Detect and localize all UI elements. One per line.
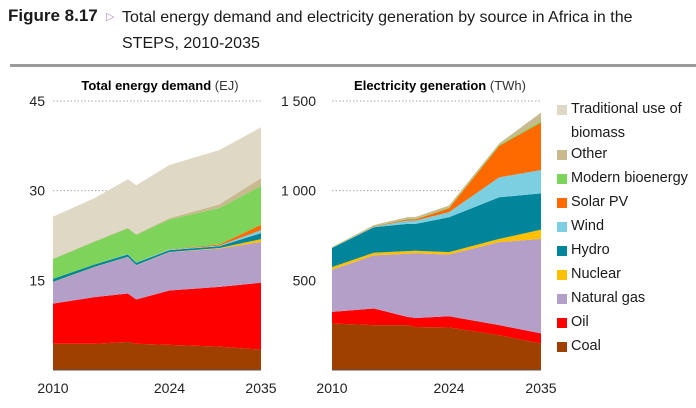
legend-swatch [557,174,567,184]
chart-unit: (TWh) [490,78,526,93]
legend-swatch [557,222,567,232]
x-tick-label: 2010 [37,380,68,396]
figure-label: Figure 8.17 [8,6,98,25]
x-tick-label: 2024 [154,380,185,396]
legend-swatch [557,246,567,256]
x-tick-label: 2035 [245,380,276,396]
legend-item: Hydro [557,241,696,265]
legend-label: Modern bioenergy [571,170,688,186]
legend-label: Coal [571,338,601,354]
legend-item: Other [557,145,696,169]
y-tick-label: 1 000 [281,183,316,199]
legend-label: Nuclear [571,266,621,282]
legend-item: Oil [557,313,696,337]
legend-item: Coal [557,337,696,361]
area-natural-gas [332,238,541,334]
chart-panel-0: Total energy demand (EJ) 15 30 45 2010 2024 20… [29,78,276,396]
legend-item: Modern bioenergy [557,169,696,193]
area-hydro [332,193,541,268]
y-tick-label: 15 [29,272,45,288]
area-modern-bioenergy [53,185,261,279]
legend-label: Solar PV [571,194,629,210]
legend-label: Oil [571,314,589,330]
x-tick-label: 2035 [525,380,556,396]
y-tick-label: 1 500 [281,93,316,109]
y-tick-label: 45 [29,93,45,109]
chart-title: Electricity generation (TWh) [354,78,526,93]
chart-title: Total energy demand (EJ) [81,78,238,93]
legend-swatch [557,198,567,208]
legend-label: Wind [571,218,605,234]
legend-item: Solar PV [557,193,696,217]
legend-item: Traditional use of biomass [557,97,696,145]
legend-swatch [557,318,567,328]
area-oil [332,308,541,344]
area-solar-pv [332,122,541,249]
legend-swatch [557,342,567,352]
legend-swatch [557,150,567,160]
legend-swatch [557,270,567,280]
x-tick-label: 2024 [433,380,464,396]
chart-title-text: Total energy demand [81,78,214,93]
legend-item: Wind [557,217,696,241]
figure-title: Total energy demand and electricity gene… [122,9,633,52]
chart-panel-1: Electricity generation (TWh) 500 1 000 1 50… [281,78,557,396]
area-natural-gas [53,242,261,304]
legend-label: Hydro [571,242,610,258]
area-oil [53,282,261,350]
area-coal [53,341,261,370]
legend-item: Nuclear [557,265,696,289]
divider [10,64,696,67]
legend-swatch [557,105,567,115]
legend-label: Natural gas [571,290,646,306]
legend-item: Natural gas [557,289,696,313]
area-traditional-use-of-biomass [53,127,261,259]
area-wind [332,170,541,249]
x-tick-label: 2010 [316,380,347,396]
area-wind [53,230,261,279]
triangle-right-icon: ▷ [106,10,115,23]
legend-swatch [557,294,567,304]
chart-unit: (EJ) [215,78,239,93]
area-coal [332,323,541,370]
legend-label: Other [571,146,608,162]
y-tick-label: 30 [29,183,45,199]
legend-label: Traditional use of biomass [571,101,682,141]
area-modern-bioenergy [332,120,541,249]
legend: Traditional use of biomass Other Modern bi… [557,97,696,361]
y-tick-label: 500 [293,272,317,288]
chart-title-text: Electricity generation [354,78,490,93]
